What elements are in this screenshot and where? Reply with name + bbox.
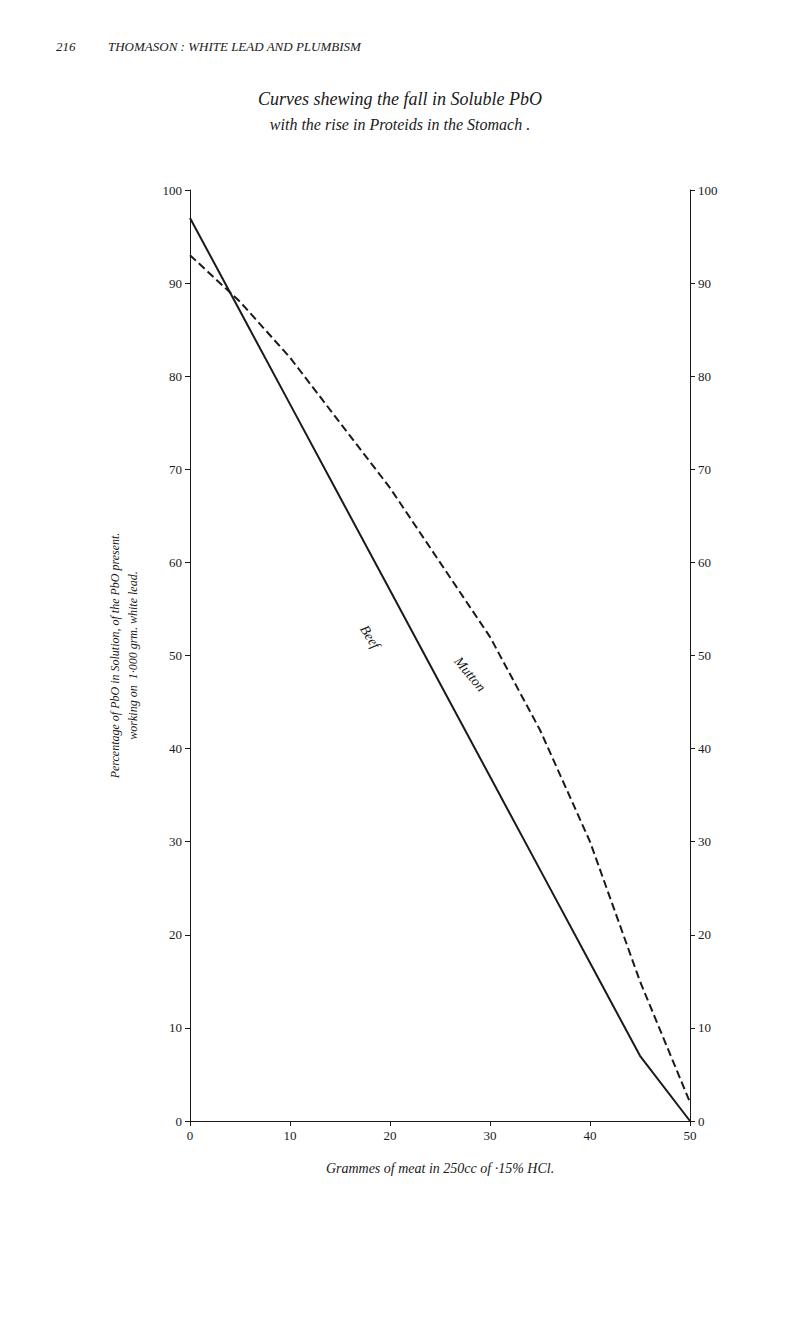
svg-text:50: 50 [698,648,711,663]
svg-text:Mutton: Mutton [451,653,489,694]
svg-text:100: 100 [698,183,718,198]
svg-text:50: 50 [169,648,182,663]
svg-text:60: 60 [698,555,711,570]
svg-text:with the rise in Proteids in t: with the rise in Proteids in the Stomach… [270,116,530,133]
svg-text:Grammes of meat in 250cc of ·1: Grammes of meat in 250cc of ·15% HCl. [326,1161,554,1176]
svg-text:80: 80 [169,369,182,384]
svg-text:10: 10 [169,1020,182,1035]
svg-text:90: 90 [169,276,182,291]
svg-text:70: 70 [169,462,182,477]
svg-text:100: 100 [163,183,183,198]
svg-text:30: 30 [169,834,182,849]
svg-text:30: 30 [484,1128,497,1143]
svg-text:Beef: Beef [357,622,384,653]
svg-text:10: 10 [698,1020,711,1035]
svg-text:216 THOMASON : WHITE: 216 THOMASON : WHITE LEAD AND PLUMBISM [56,39,362,54]
svg-text:Curves shewing the fall in Sol: Curves shewing the fall in Soluble PbO [258,89,542,109]
svg-text:60: 60 [169,555,182,570]
svg-text:20: 20 [698,927,711,942]
svg-text:40: 40 [169,741,182,756]
svg-text:90: 90 [698,276,711,291]
svg-text:0: 0 [698,1114,705,1129]
svg-text:0: 0 [176,1114,183,1129]
svg-text:20: 20 [169,927,182,942]
svg-text:40: 40 [698,741,711,756]
svg-text:30: 30 [698,834,711,849]
svg-text:40: 40 [584,1128,597,1143]
svg-text:70: 70 [698,462,711,477]
svg-text:working on 1·000 grm. white l: working on 1·000 grm. white lead. [126,571,140,739]
svg-text:0: 0 [187,1128,194,1143]
svg-text:20: 20 [384,1128,397,1143]
svg-text:50: 50 [684,1128,697,1143]
svg-text:Percentage of PbO in Solution,: Percentage of PbO in Solution, of the Pb… [108,533,122,780]
svg-text:10: 10 [284,1128,297,1143]
svg-text:80: 80 [698,369,711,384]
